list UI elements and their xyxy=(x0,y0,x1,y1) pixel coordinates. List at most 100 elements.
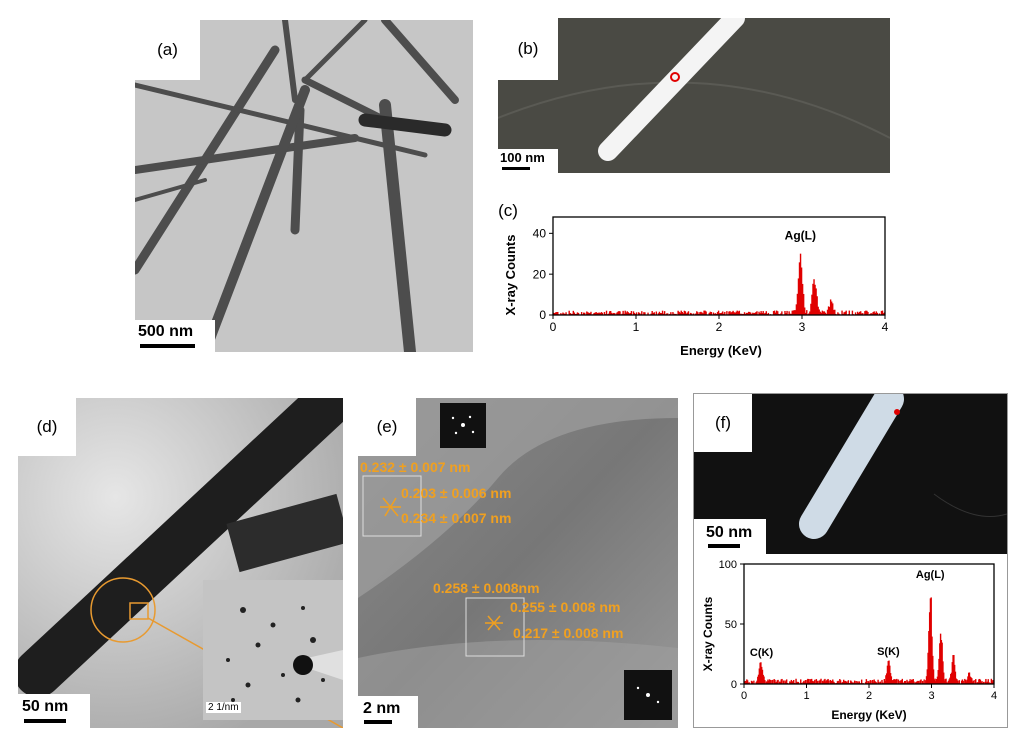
spectrum-bar xyxy=(661,310,664,315)
spectrum-bar xyxy=(871,313,873,315)
inset-scale-label: 2 1/nm xyxy=(206,702,241,713)
spectrum-bar xyxy=(765,681,768,684)
spectrum-bar xyxy=(949,677,951,684)
spectrum-bar xyxy=(583,312,585,315)
spectrum-bar xyxy=(987,679,989,684)
spectrum-bar xyxy=(556,312,558,315)
spectrum-bar xyxy=(576,312,579,315)
x-tick-label: 2 xyxy=(716,320,723,334)
spectrum-bar xyxy=(844,680,846,684)
spectrum-bar xyxy=(763,676,765,684)
spectrum-bar xyxy=(590,311,592,315)
spectrum-bar xyxy=(737,311,739,315)
spectrum-bar xyxy=(986,681,989,684)
spectrum-bar xyxy=(837,312,839,315)
spectrum-bar xyxy=(791,310,793,315)
spectrum-bar xyxy=(925,680,927,684)
spectrum-bar xyxy=(843,312,845,315)
spectrum-bar xyxy=(947,680,950,684)
spectrum-bar xyxy=(884,680,886,684)
spectrum-bar xyxy=(763,313,765,315)
spectrum-bar xyxy=(597,312,599,315)
spectrum-bar xyxy=(874,681,876,684)
spectrum-bar xyxy=(906,679,908,684)
nanowire-image-b xyxy=(498,18,890,173)
spectrum-bar xyxy=(868,681,870,684)
spectrum-bar xyxy=(647,312,649,315)
spectrum-bar xyxy=(871,679,874,684)
spectrum-bar xyxy=(596,312,598,315)
spectrum-bar xyxy=(814,284,816,315)
peak-annotation-agl: Ag(L) xyxy=(785,229,816,243)
spectrum-bar xyxy=(729,311,731,315)
spectrum-bar xyxy=(599,313,602,315)
y-tick-label: 100 xyxy=(719,559,737,571)
spectrum-bar xyxy=(981,681,983,684)
spectrum-bar xyxy=(893,679,896,684)
spectrum-bar xyxy=(765,311,768,315)
spectrum-bar xyxy=(965,681,968,684)
spectrum-bar xyxy=(811,294,813,315)
spectrum-bar xyxy=(821,310,824,315)
spectrum-bar xyxy=(771,680,773,684)
spectrum-bar xyxy=(589,312,591,315)
spectrum-bar xyxy=(829,679,832,684)
spectrum-bar xyxy=(778,681,781,684)
spectrum-bar xyxy=(760,311,762,315)
spectrum-bar xyxy=(622,310,624,315)
spectrum-bar xyxy=(865,310,867,315)
spectrum-bar xyxy=(838,313,840,315)
spectrum-bar xyxy=(735,311,737,315)
saed-inset: 2 1/nm xyxy=(203,580,343,720)
spectrum-bar xyxy=(827,678,829,684)
spectrum-bar xyxy=(941,642,943,684)
spectrum-bar xyxy=(985,682,988,684)
spectrum-bar xyxy=(971,681,974,684)
spectrum-bar xyxy=(928,612,931,684)
spectrum-bar xyxy=(789,313,791,315)
spectrum-bar xyxy=(917,680,919,684)
spectrum-bar xyxy=(686,312,689,315)
spectrum-bar xyxy=(619,311,621,315)
spectrum-bar xyxy=(788,311,790,315)
spectrum-bar xyxy=(825,680,828,684)
spectrum-bar xyxy=(954,671,957,684)
spectrum-bar xyxy=(850,680,852,684)
spectrum-bar xyxy=(726,311,728,315)
spectrum-bar xyxy=(872,682,875,684)
spectrum-bar xyxy=(836,681,839,684)
spectrum-bar xyxy=(894,679,896,684)
spectrum-bar xyxy=(979,679,982,684)
spectrum-bar xyxy=(608,311,611,315)
spectrum-bar xyxy=(635,312,638,315)
spectrum-bar xyxy=(768,681,770,684)
spectrum-bar xyxy=(850,681,853,684)
spectrum-bar xyxy=(627,312,630,315)
spectrum-bar xyxy=(819,311,821,315)
spectrum-bar xyxy=(934,678,936,684)
spectrum-bar xyxy=(844,311,846,315)
spectrum-bar xyxy=(767,679,769,684)
spectrum-bar xyxy=(762,311,764,315)
spectrum-bar xyxy=(629,312,632,315)
spectrum-bar xyxy=(805,312,807,315)
spectrum-bar xyxy=(902,682,904,684)
spectrum-bar xyxy=(603,312,606,315)
spectrum-bar xyxy=(824,312,827,315)
spectrum-bar xyxy=(867,312,869,315)
spectrum-bar xyxy=(777,311,779,315)
spectrum-bar xyxy=(820,312,822,315)
spectrum-bar xyxy=(700,311,702,315)
spectrum-bar xyxy=(699,312,701,315)
spectrum-bar xyxy=(901,678,904,684)
spectrum-bar xyxy=(625,312,627,315)
spectrum-bar xyxy=(587,312,589,315)
spectrum-bar xyxy=(804,680,807,684)
spectrum-bar xyxy=(807,678,810,684)
spectrum-bar xyxy=(601,312,604,315)
y-tick-label: 50 xyxy=(725,619,737,631)
spectrum-bar xyxy=(580,312,583,315)
spectrum-bar xyxy=(952,655,954,684)
spectrum-bar xyxy=(855,681,857,684)
spectrum-bar xyxy=(877,679,879,684)
